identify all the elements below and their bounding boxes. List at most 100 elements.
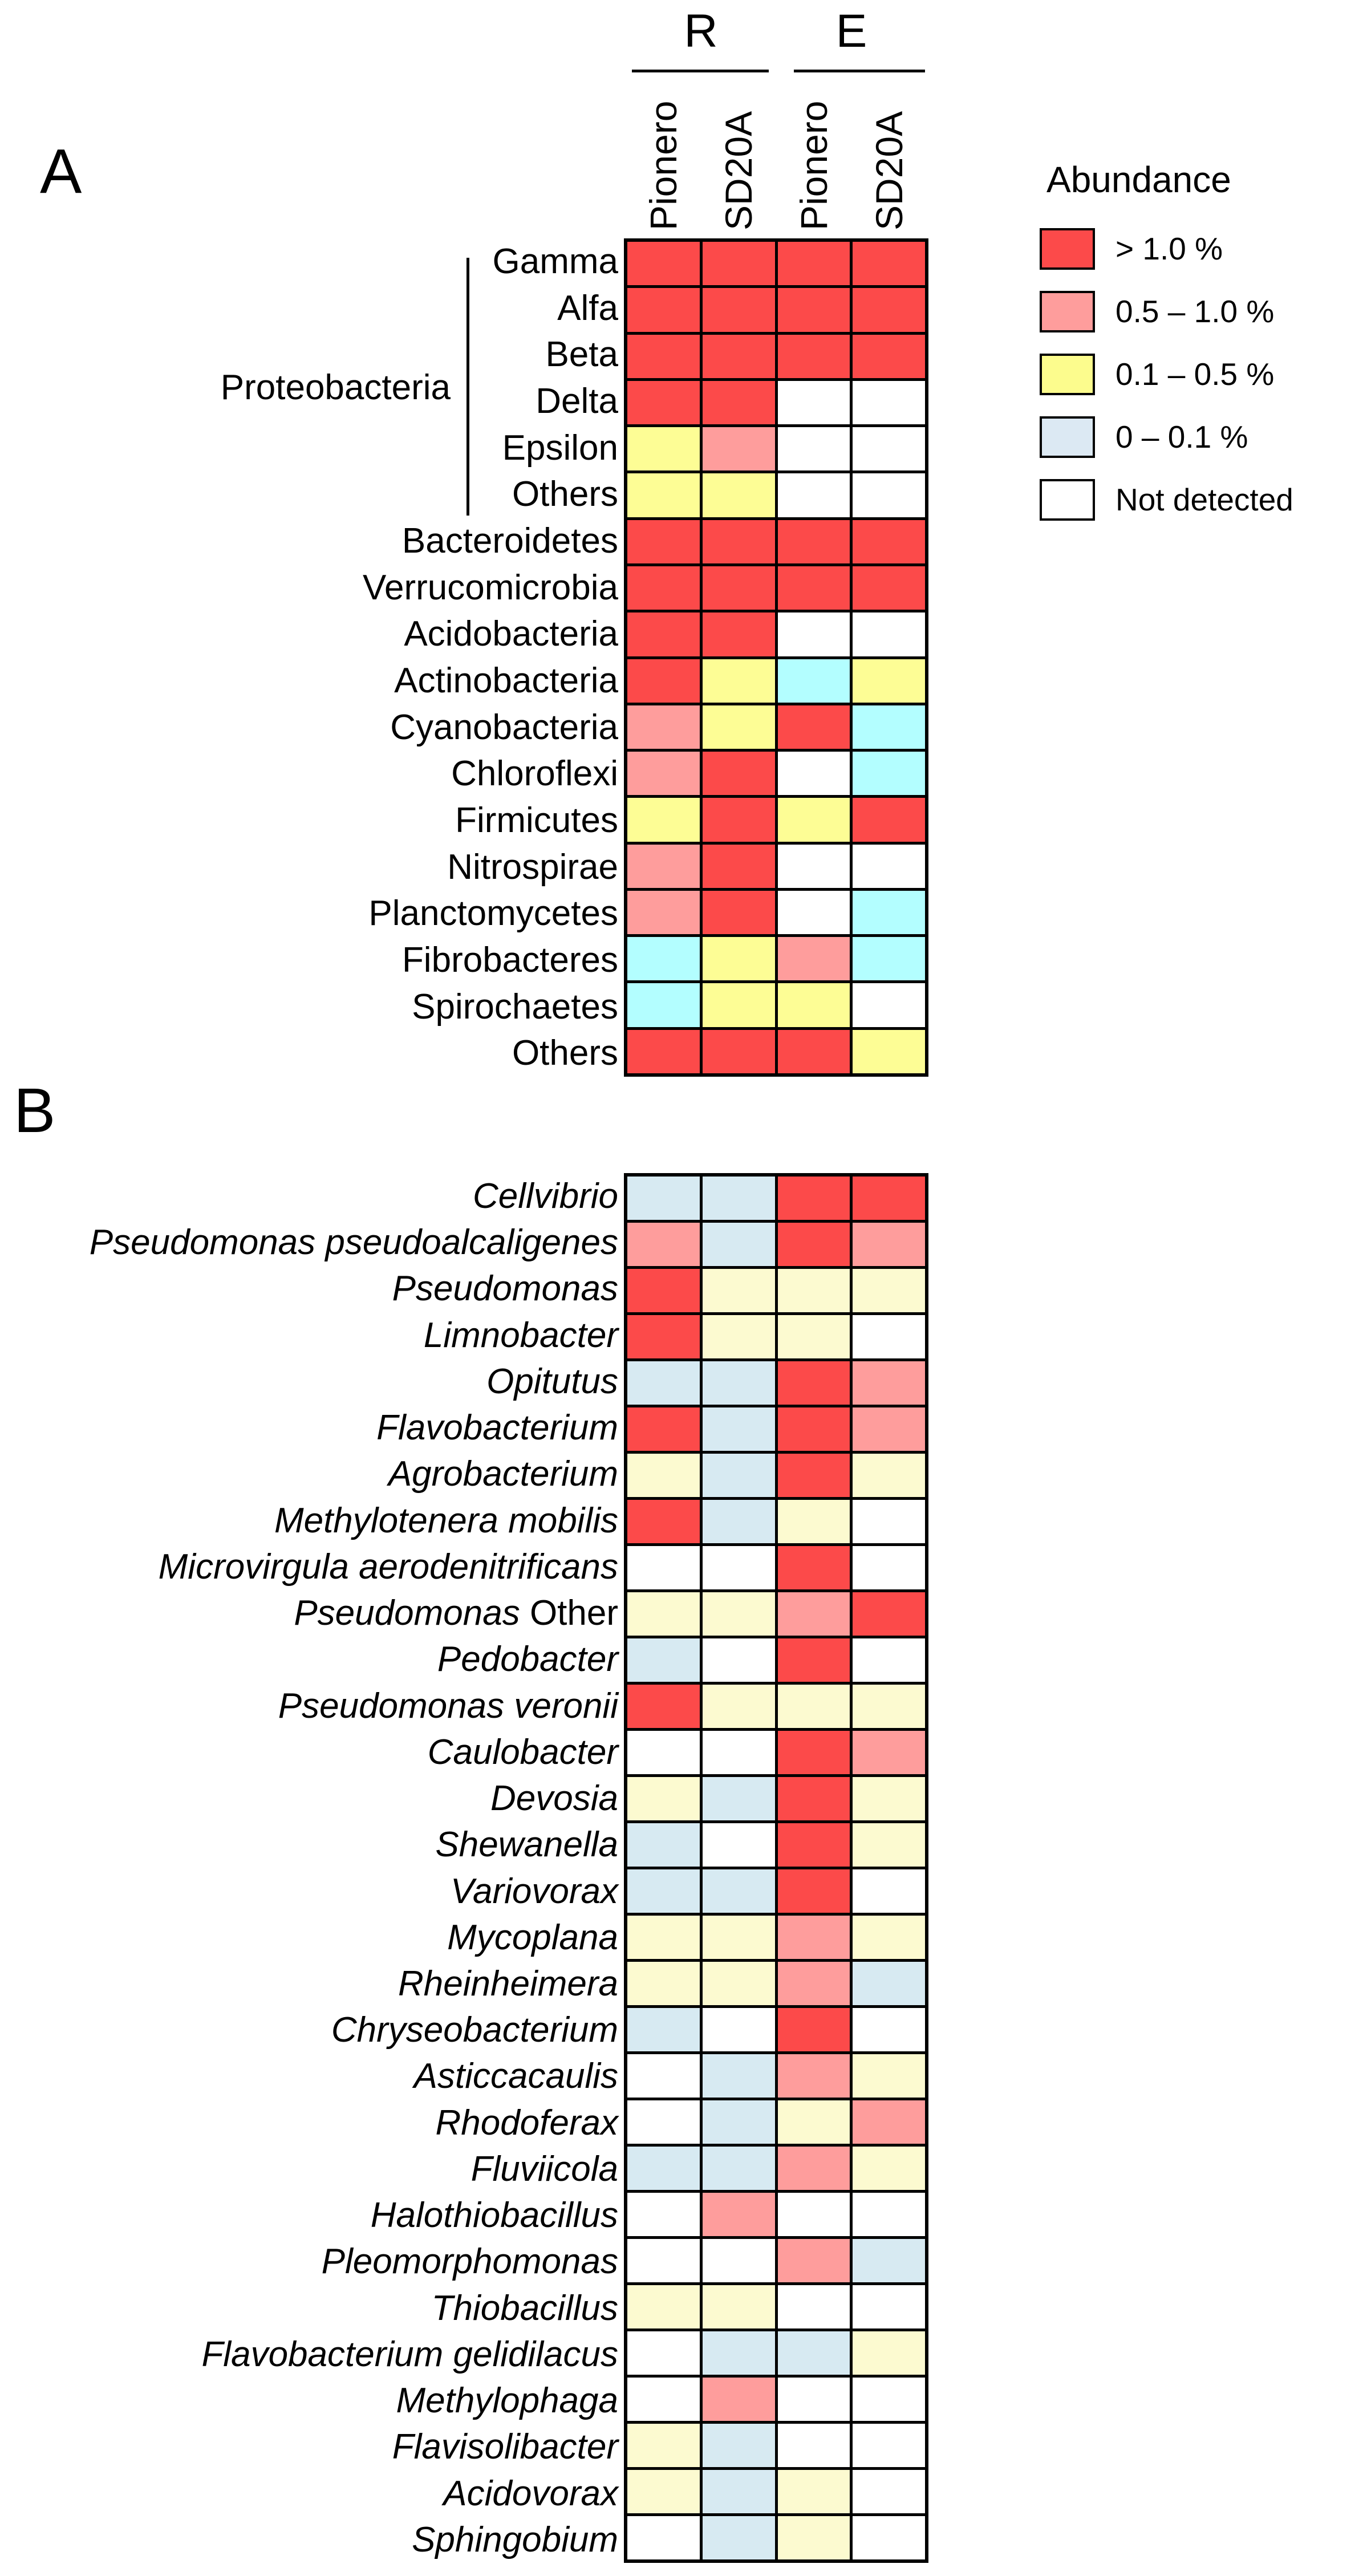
- heatmap-cell: [853, 566, 925, 610]
- row-label: Epsilon: [502, 428, 618, 468]
- row-label: Devosia: [490, 1779, 618, 1819]
- heatmap-cell: [702, 1500, 775, 1543]
- row-label: Rheinheimera: [398, 1964, 618, 2003]
- heatmap-cell: [777, 520, 850, 563]
- column-header-e-pionero: Pionero: [793, 100, 835, 231]
- heatmap-cell: [627, 1029, 700, 1073]
- heatmap-cell: [777, 2470, 850, 2513]
- row-labels-panel-b: Cellvibrio Pseudomonas pseudoalcaligenes P…: [0, 1173, 618, 2563]
- panel-b-letter: B: [14, 1076, 56, 1146]
- heatmap-cell: [702, 288, 775, 332]
- heatmap-cell: [627, 1869, 700, 1913]
- heatmap-cell: [702, 2285, 775, 2328]
- heatmap-cell: [627, 1916, 700, 1959]
- heatmap-cell: [702, 1962, 775, 2005]
- heatmap-cell: [777, 1777, 850, 1820]
- row-label: Caulobacter: [427, 1732, 618, 1772]
- row-label: Limnobacter: [423, 1315, 618, 1355]
- row-label: Variovorax: [450, 1871, 618, 1911]
- heatmap-cell: [777, 2331, 850, 2375]
- heatmap-cell: [777, 937, 850, 981]
- heatmap-cell: [702, 1361, 775, 1405]
- heatmap-cell: [627, 380, 700, 425]
- heatmap-cell: [627, 1500, 700, 1543]
- legend-label-01-05: 0.1 – 0.5 %: [1115, 356, 1275, 392]
- column-group-underline-r: [632, 70, 769, 72]
- heatmap-cell: [777, 1500, 850, 1543]
- heatmap-cell: [853, 2470, 925, 2513]
- heatmap-cell: [627, 2239, 700, 2282]
- heatmap-cell: [627, 2054, 700, 2098]
- row-label: Pseudomonas veronii: [278, 1686, 618, 1726]
- heatmap-cell: [777, 2193, 850, 2236]
- heatmap-cell: [853, 427, 925, 471]
- heatmap-cell: [702, 2054, 775, 2098]
- heatmap-cell: [777, 2516, 850, 2559]
- heatmap-cell: [853, 1685, 925, 1728]
- heatmap-cell: [627, 2285, 700, 2328]
- row-label: Firmicutes: [455, 801, 618, 840]
- heatmap-cell: [702, 2100, 775, 2144]
- heatmap-cell: [702, 2239, 775, 2282]
- heatmap-cell: [853, 2285, 925, 2328]
- heatmap-cell: [777, 1407, 850, 1451]
- column-header-r-pionero: Pionero: [642, 100, 684, 231]
- heatmap-cell: [777, 566, 850, 610]
- heatmap-cell: [627, 844, 700, 888]
- row-label: Others: [512, 474, 618, 514]
- column-group-label-e: E: [835, 5, 867, 57]
- heatmap-cell: [627, 1454, 700, 1497]
- heatmap-cell: [853, 1916, 925, 1959]
- heatmap-cell: [627, 2470, 700, 2513]
- heatmap-cell: [853, 520, 925, 563]
- heatmap-cell: [777, 1223, 850, 1266]
- row-label: Pseudomonas Other: [294, 1593, 618, 1633]
- heatmap-cell: [777, 242, 850, 286]
- legend-swatch-gt1: [1040, 228, 1095, 270]
- row-label: Shewanella: [435, 1825, 618, 1865]
- row-label: Sphingobium: [412, 2520, 618, 2559]
- heatmap-cell: [702, 1731, 775, 1774]
- heatmap-cell: [627, 1731, 700, 1774]
- heatmap-cell: [853, 2378, 925, 2421]
- row-label: Methylotenera mobilis: [274, 1500, 618, 1540]
- heatmap-cell: [777, 2100, 850, 2144]
- heatmap-cell: [777, 1638, 850, 1682]
- row-labels-panel-a: Gamma Alfa Beta Delta Epsilon Others Bacteroid…: [0, 238, 618, 1077]
- heatmap-cell: [702, 2424, 775, 2467]
- row-label: Flavobacterium: [376, 1408, 618, 1448]
- heatmap-cell: [702, 242, 775, 286]
- heatmap-cell: [853, 1454, 925, 1497]
- heatmap-cell: [627, 1407, 700, 1451]
- heatmap-cell: [627, 1685, 700, 1728]
- heatmap-cell: [853, 2516, 925, 2559]
- heatmap-cell: [627, 983, 700, 1027]
- row-label: Rhodoferax: [435, 2103, 618, 2143]
- heatmap-cell: [853, 1962, 925, 2005]
- heatmap-cell: [777, 288, 850, 332]
- heatmap-cell: [853, 288, 925, 332]
- heatmap-cell: [853, 473, 925, 517]
- legend-label-nd: Not detected: [1115, 482, 1293, 517]
- heatmap-cell: [853, 1407, 925, 1451]
- heatmap-cell: [853, 890, 925, 935]
- heatmap-cell: [702, 1638, 775, 1682]
- heatmap-cell: [627, 473, 700, 517]
- row-label: Mycoplana: [447, 1917, 618, 1957]
- heatmap-cell: [702, 1407, 775, 1451]
- column-header-r-sd20a: SD20A: [717, 111, 760, 230]
- row-label: Spirochaetes: [412, 987, 618, 1027]
- heatmap-cell: [627, 705, 700, 749]
- heatmap-cell: [853, 2193, 925, 2236]
- heatmap-cell: [627, 2008, 700, 2051]
- heatmap-cell: [777, 659, 850, 703]
- row-label: Gamma: [492, 242, 618, 281]
- heatmap-cell: [853, 612, 925, 656]
- heatmap-cell: [853, 2008, 925, 2051]
- row-label: Asticcacaulis: [413, 2056, 618, 2096]
- heatmap-cell: [777, 473, 850, 517]
- heatmap-cell: [777, 1454, 850, 1497]
- heatmap-cell: [777, 2239, 850, 2282]
- heatmap-cell: [627, 2424, 700, 2467]
